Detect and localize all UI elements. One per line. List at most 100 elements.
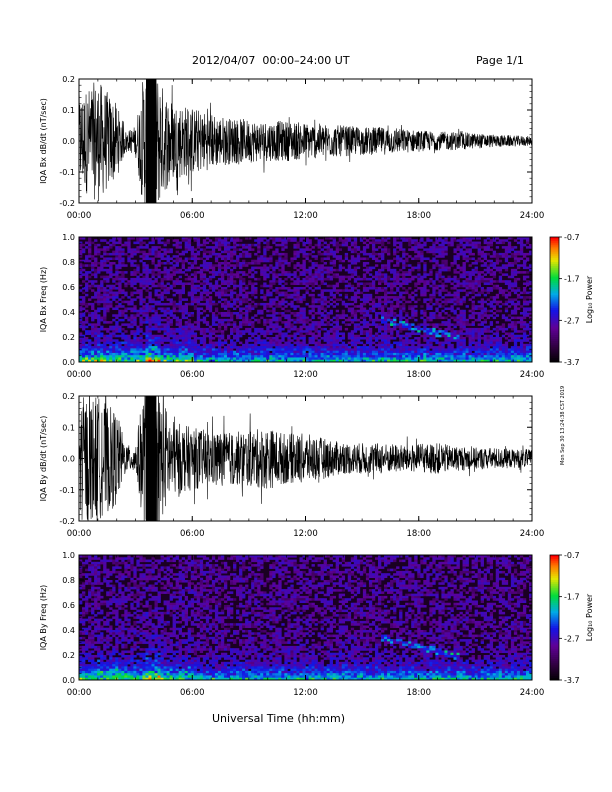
spectrogram-cell xyxy=(344,296,349,299)
spectrogram-cell xyxy=(205,302,210,306)
spectrogram-cell xyxy=(266,325,270,329)
spectrogram-cell xyxy=(199,296,204,299)
spectrogram-cell xyxy=(387,241,391,245)
spectrogram-cell xyxy=(190,314,195,317)
spectrogram-cell xyxy=(335,250,340,254)
spectrogram-cell xyxy=(139,289,143,292)
spectrogram-cell xyxy=(459,309,463,313)
spectrogram-cell xyxy=(326,273,330,276)
spectrogram-cell xyxy=(112,318,116,322)
spectrogram-cell xyxy=(211,348,216,351)
spectrogram-cell xyxy=(381,327,385,331)
spectrogram-cell xyxy=(172,282,176,286)
spectrogram-cell xyxy=(175,305,179,308)
spectrogram-cell xyxy=(341,316,346,320)
spectrogram-cell xyxy=(438,293,442,297)
spectrogram-cell xyxy=(248,252,252,256)
spectrogram-cell xyxy=(477,237,481,240)
spectrogram-cell xyxy=(127,318,131,322)
spectrogram-cell xyxy=(263,298,267,301)
spectrogram-cell xyxy=(284,314,288,317)
spectrogram-cell xyxy=(350,330,355,333)
spectrogram-cell xyxy=(97,357,101,361)
spectrogram-cell xyxy=(426,250,430,254)
spectrogram-cell xyxy=(438,291,442,295)
spectrogram-cell xyxy=(444,262,448,265)
spectrogram-cell xyxy=(211,316,216,320)
spectrogram-cell xyxy=(202,280,207,283)
spectrogram-cell xyxy=(205,330,210,333)
spectrogram-cell xyxy=(217,352,222,356)
spectrogram-cell xyxy=(154,334,158,338)
spectrogram-cell xyxy=(438,239,442,242)
spectrogram-cell xyxy=(166,302,170,306)
spectrogram-cell xyxy=(251,287,255,290)
spectrogram-cell xyxy=(326,271,330,274)
spectrogram-cell xyxy=(465,271,469,274)
spectrogram-cell xyxy=(435,314,439,317)
spectrogram-cell xyxy=(230,359,234,362)
spectrogram-cell xyxy=(462,289,466,292)
spectrogram-cell xyxy=(269,314,273,317)
spectrogram-cell xyxy=(278,305,282,308)
spectrogram-cell xyxy=(290,357,294,361)
spectrogram-cell xyxy=(456,246,460,249)
spectrogram-cell xyxy=(163,302,167,306)
spectrogram-cell xyxy=(148,323,152,326)
spectrogram-cell xyxy=(278,273,282,276)
spectrogram-cell xyxy=(142,257,146,261)
spectrogram-cell xyxy=(136,330,140,333)
spectrogram-cell xyxy=(329,327,333,331)
spectrogram-cell xyxy=(402,259,406,263)
spectrogram-cell xyxy=(329,334,333,338)
spectrogram-cell xyxy=(299,287,303,290)
spectrogram-cell xyxy=(136,337,140,340)
spectrogram-cell xyxy=(462,262,466,265)
spectrogram-cell xyxy=(133,316,137,320)
spectrogram-cell xyxy=(287,359,291,362)
spectrogram-cell xyxy=(420,293,424,297)
spectrogram-cell xyxy=(205,307,210,311)
spectrogram-cell xyxy=(284,296,288,299)
spectrogram-cell xyxy=(85,309,89,313)
spectrogram-cell xyxy=(453,277,457,281)
spectrogram-cell xyxy=(187,314,192,317)
spectrogram-cell xyxy=(130,298,134,301)
spectrogram-cell xyxy=(402,273,406,276)
spectrogram-cell xyxy=(368,350,373,354)
spectrogram-cell xyxy=(272,359,276,362)
spectrogram-cell xyxy=(323,257,327,261)
spectrogram-cell xyxy=(133,314,137,317)
x-tick-label: 24:00 xyxy=(520,211,545,221)
spectrogram-cell xyxy=(275,239,279,242)
spectrogram-cell xyxy=(91,302,95,306)
spectrogram-cell xyxy=(272,277,276,281)
spectrogram-cell xyxy=(308,339,312,342)
spectrogram-cell xyxy=(396,257,400,261)
spectrogram-cell xyxy=(317,321,321,324)
spectrogram-cell xyxy=(166,255,170,258)
spectrogram-cell xyxy=(202,289,207,292)
spectrogram-cell xyxy=(405,314,409,317)
spectrogram-cell xyxy=(311,298,315,301)
spectrogram-cell xyxy=(223,298,228,301)
spectrogram-cell xyxy=(420,309,424,313)
spectrogram-cell xyxy=(278,268,282,272)
spectrogram-cell xyxy=(94,300,98,304)
spectrogram-cell xyxy=(103,314,107,317)
spectrogram-cell xyxy=(211,323,216,326)
spectrogram-cell xyxy=(193,280,198,283)
spectrogram-cell xyxy=(275,339,279,342)
spectrogram-cell xyxy=(399,318,403,322)
spectrogram-cell xyxy=(196,309,201,313)
spectrogram-cell xyxy=(272,280,276,283)
spectrogram-cell xyxy=(226,346,231,349)
spectrogram-cell xyxy=(432,359,436,362)
spectrogram-cell xyxy=(124,330,128,333)
spectrogram-cell xyxy=(139,302,143,306)
spectrogram-cell xyxy=(429,284,433,288)
spectrogram-cell xyxy=(320,298,324,301)
spectrogram-cell xyxy=(468,257,472,261)
spectrogram-cell xyxy=(432,302,436,306)
spectrogram-cell xyxy=(302,325,306,329)
